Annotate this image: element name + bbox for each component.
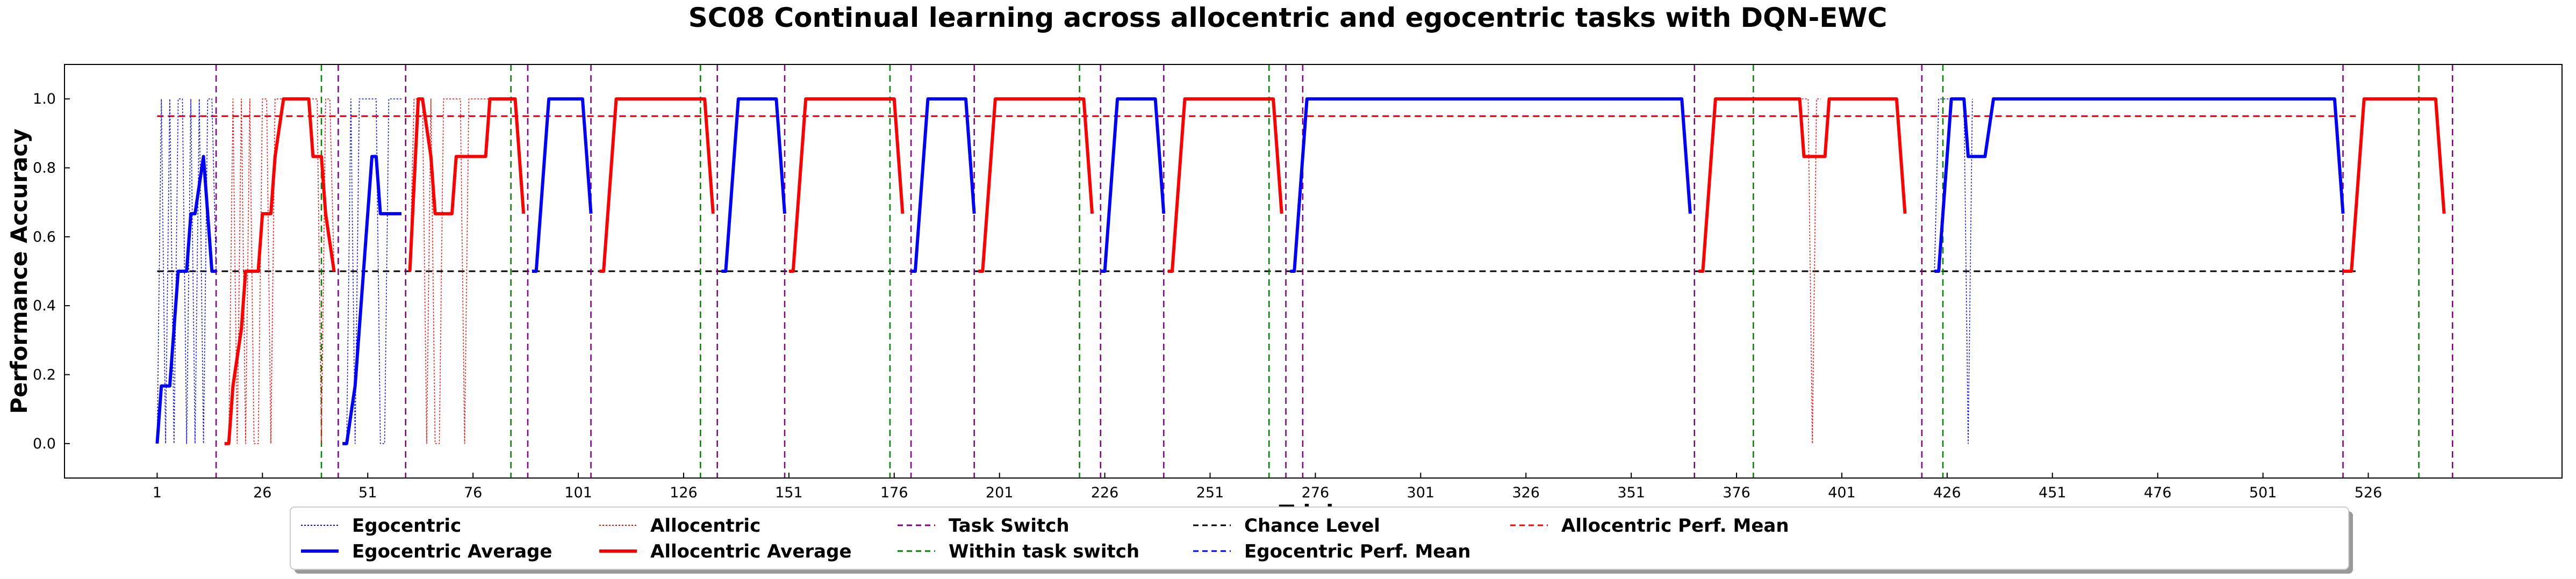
x-tick-label: 176 [880, 484, 908, 501]
allocentric-average-line [978, 97, 1094, 273]
plot-area-frame [64, 64, 2563, 479]
legend-label-allocentric-average: Allocentric Average [650, 541, 852, 562]
allocentric-average-line [224, 97, 336, 445]
allocentric-average-line [1168, 97, 1283, 273]
x-tick-label: 401 [1828, 484, 1856, 501]
egocentric-average-line [1934, 97, 2345, 273]
x-tick-label: 351 [1617, 484, 1645, 501]
egocentric-average-line [532, 97, 593, 273]
allocentric-line [409, 98, 490, 444]
legend-label-allocentric-perf-mean: Allocentric Perf. Mean [1561, 515, 1789, 537]
legend-label-task-switch: Task Switch [949, 515, 1070, 537]
y-tick-label: 1.0 [33, 91, 56, 107]
x-tick-label: 201 [986, 484, 1014, 501]
x-tick-label: 226 [1091, 484, 1119, 501]
allocentric-average-line [788, 97, 905, 273]
egocentric-average-line [721, 97, 787, 273]
legend-label-chance-level: Chance Level [1244, 515, 1380, 537]
chart-title: SC08 Continual learning across allocentr… [688, 2, 1888, 33]
allocentric-average-line [1698, 97, 1907, 273]
y-tick-label: 0.4 [33, 298, 56, 314]
legend-label-allocentric: Allocentric [650, 515, 760, 537]
y-tick-label: 0.2 [33, 367, 56, 383]
x-tick-label: 426 [1933, 484, 1961, 501]
x-tick-label: 451 [2039, 484, 2066, 501]
egocentric-average-line [1100, 97, 1166, 273]
x-tick-label: 526 [2355, 484, 2383, 501]
x-tick-label: 101 [564, 484, 592, 501]
x-tick-label: 276 [1302, 484, 1330, 501]
allocentric-average-line [599, 97, 715, 273]
egocentric-average-line [155, 155, 217, 444]
legend-label-egocentric: Egocentric [352, 515, 461, 537]
egocentric-average-line [1290, 97, 1692, 273]
x-tick-label: 301 [1407, 484, 1435, 501]
allocentric-line [224, 98, 335, 444]
x-tick-label: 26 [253, 484, 271, 501]
x-tick-label: 476 [2144, 484, 2172, 501]
y-tick-label: 0.0 [33, 436, 56, 452]
x-tick-label: 1 [153, 484, 162, 501]
allocentric-average-line [408, 97, 526, 272]
x-tick-label: 376 [1723, 484, 1750, 501]
legend-label-egocentric-perf-mean: Egocentric Perf. Mean [1244, 541, 1470, 562]
x-tick-label: 501 [2249, 484, 2277, 501]
x-tick-label: 126 [670, 484, 698, 501]
x-tick-label: 76 [464, 484, 482, 501]
x-tick-label: 326 [1512, 484, 1540, 501]
y-tick-label: 0.6 [33, 229, 56, 245]
x-tick-label: 251 [1196, 484, 1224, 501]
egocentric-average-line [342, 155, 401, 445]
legend-label-within-task-switch: Within task switch [949, 541, 1139, 562]
y-axis-label: Performance Accuracy [6, 128, 32, 414]
egocentric-average-line [911, 97, 976, 273]
allocentric-average-line [2343, 97, 2446, 273]
legend-label-egocentric-average: Egocentric Average [352, 541, 552, 562]
y-tick-label: 0.8 [33, 160, 56, 177]
legend-box [290, 506, 2349, 570]
egocentric-line [342, 98, 401, 444]
x-tick-label: 151 [775, 484, 803, 501]
x-tick-label: 51 [358, 484, 377, 501]
